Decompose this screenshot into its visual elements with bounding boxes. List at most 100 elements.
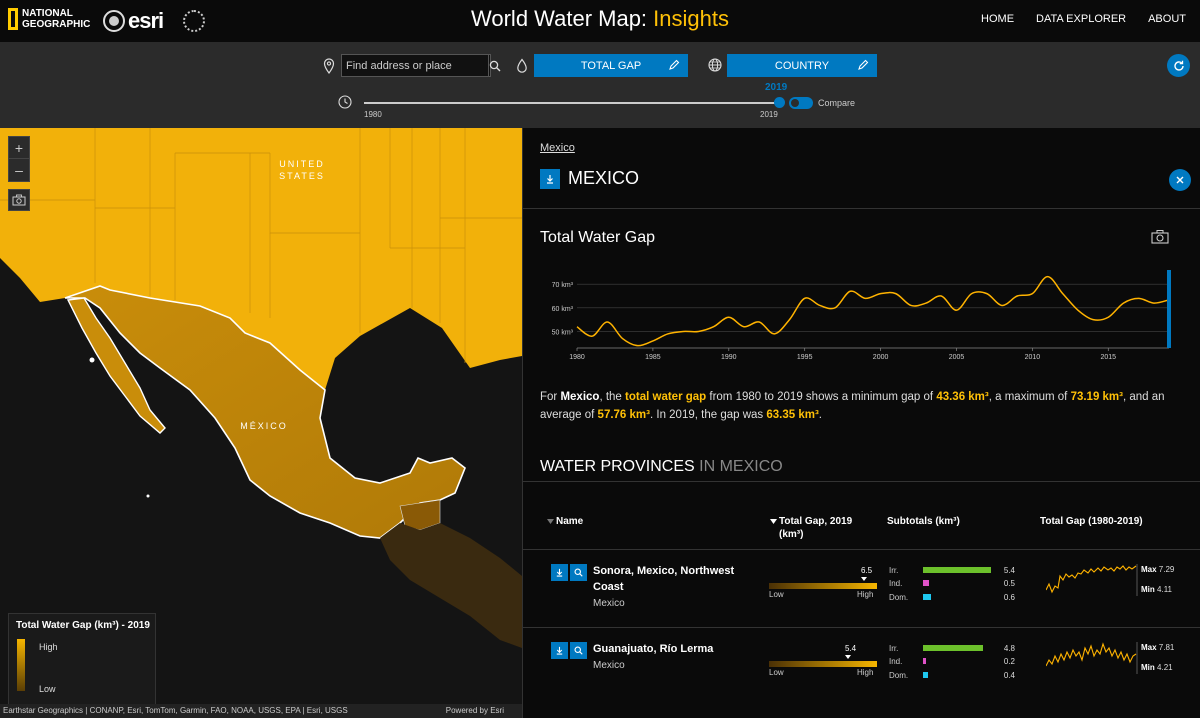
irrigation-label: Irr. [889,644,899,653]
chart-title: Total Water Gap [540,229,656,246]
domestic-bar [923,594,931,600]
year-slider-track[interactable] [364,102,780,104]
province-row[interactable]: Guanajuato, Río Lerma Mexico 5.4 Low Hig… [523,627,1200,705]
location-pin-icon [323,58,335,74]
camera-icon [12,194,26,206]
country-header: MEXICO [540,168,639,189]
legend-high-label: High [39,642,58,652]
summary-last-value: 63.35 km³ [766,409,819,421]
search-icon [489,60,501,71]
refresh-icon [1173,60,1184,71]
map-screenshot-button[interactable] [8,189,30,211]
download-button[interactable] [551,564,568,581]
zoom-in-button[interactable]: + [9,137,29,159]
summary-metric: total water gap [625,391,707,403]
gap-high-label: High [857,590,874,599]
pencil-icon [858,59,869,70]
powered-by-link[interactable]: Powered by Esri [445,706,504,715]
current-year-indicator [1167,270,1171,348]
column-gap-label: Total Gap, 2019 [779,516,853,527]
zoom-controls: + – [8,136,30,182]
reset-button[interactable] [1167,54,1190,77]
legend-low-label: Low [39,684,56,694]
sparkline-max-value: 7.29 [1158,565,1175,574]
chart-screenshot-button[interactable] [1151,229,1169,249]
domestic-label: Dom. [889,671,909,680]
natgeo-line2: GEOGRAPHIC [22,19,91,30]
compare-toggle[interactable] [789,97,813,109]
nav-data-explorer[interactable]: DATA EXPLORER [1036,13,1127,25]
series-line-total-gap [576,275,1170,347]
details-panel: Mexico MEXICO Total Water Gap 50 km³ 60 k… [522,128,1200,718]
natgeo-logo[interactable]: NATIONAL GEOGRAPHIC [8,8,102,30]
partner-logo-icon[interactable] [183,10,205,32]
metric-select-button[interactable]: TOTAL GAP [534,54,688,77]
search-icon [574,568,583,577]
column-name-header[interactable]: Name [547,515,583,528]
irrigation-label: Irr. [889,566,899,575]
central-america-area [380,523,522,648]
column-name-label: Name [556,516,584,527]
province-country: Mexico [593,660,625,671]
esri-logo[interactable]: esri [103,8,164,34]
close-icon [1176,176,1184,184]
column-gap-header[interactable]: Total Gap, 2019 (km³) [770,515,852,541]
province-name[interactable]: Guanajuato, Río Lerma [593,643,714,655]
provinces-table-header: Name Total Gap, 2019 (km³) Subtotals (km… [523,514,1200,548]
industrial-bar [923,658,926,664]
year-slider-handle[interactable] [774,97,785,108]
attribution-text: Earthstar Geographics | CONANP, Esri, To… [3,706,348,715]
search-input[interactable] [342,55,488,76]
sparkline-max: Max 7.81 [1141,643,1174,652]
gap-scale-bar [769,661,877,667]
zoom-to-button[interactable] [570,564,587,581]
map-label-us-line2: STATES [279,171,325,181]
gap-marker [844,655,851,659]
total-water-gap-chart[interactable]: 50 km³ 60 km³ 70 km³ 1980 1985 1990 1995 2000 20… [537,268,1177,368]
zoom-out-button[interactable]: – [15,162,23,178]
top-nav: HOME DATA EXPLORER ABOUT [981,13,1186,25]
baja-california-area [66,297,166,434]
search-button[interactable] [488,55,501,76]
gap-sparkline [1046,564,1138,596]
download-button[interactable] [540,168,560,189]
united-states-area [0,128,522,390]
scale-select-button[interactable]: COUNTRY [727,54,877,77]
irrigation-value: 4.8 [1003,644,1015,653]
download-icon [556,646,563,655]
gap-low-label: Low [769,590,784,599]
gap-high-label: High [857,668,874,677]
compare-label: Compare [818,98,856,108]
download-button[interactable] [551,642,568,659]
provinces-title: WATER PROVINCES IN MEXICO [540,458,783,476]
irrigation-value: 5.4 [1003,566,1015,575]
nav-about[interactable]: ABOUT [1148,13,1186,25]
provinces-title-main: WATER PROVINCES [540,458,695,475]
download-icon [556,568,563,577]
app-title-main: World Water Map: [471,6,654,31]
download-icon [547,174,553,184]
map-label-mexico: MÉXICO [240,421,288,431]
summary-part: , the [599,391,626,403]
industrial-bar [923,580,930,586]
x-tick-label: 2010 [1025,354,1041,361]
province-name[interactable]: Sonora, Mexico, Northwest Coast [593,565,735,593]
close-panel-button[interactable] [1169,169,1191,191]
province-row[interactable]: Sonora, Mexico, Northwest Coast Mexico 6… [523,549,1200,627]
slider-max-year: 2019 [760,110,778,119]
app-title: World Water Map: Insights [0,6,1200,32]
island [89,357,95,363]
sparkline-min-label: Min [1141,585,1155,594]
y-tick-label: 50 km³ [552,329,574,336]
natgeo-yellow-frame-icon [8,8,18,30]
breadcrumb[interactable]: Mexico [540,142,575,154]
sparkline-max-label: Max [1141,643,1157,652]
domestic-label: Dom. [889,593,909,602]
sparkline-min-label: Min [1141,663,1155,672]
gap-value: 5.4 [845,644,857,653]
country-title: MEXICO [568,168,640,188]
metric-select-label: TOTAL GAP [580,59,642,72]
zoom-to-button[interactable] [570,642,587,659]
nav-home[interactable]: HOME [981,13,1015,25]
app-title-accent: Insights [653,6,729,31]
